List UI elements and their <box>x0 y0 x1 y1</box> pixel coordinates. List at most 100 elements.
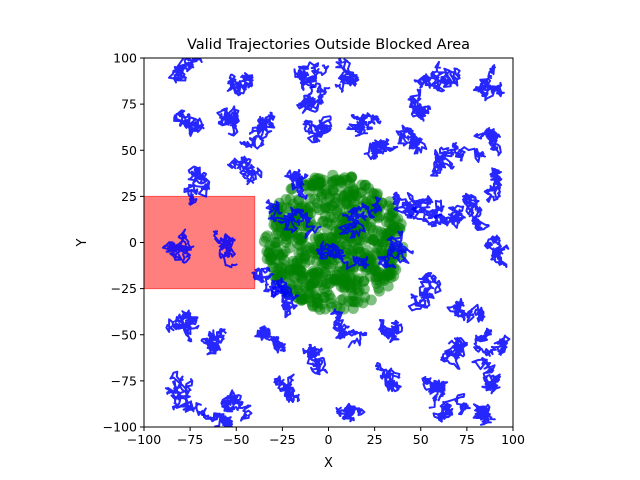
start-point <box>293 195 305 207</box>
start-point <box>311 301 323 313</box>
start-point <box>372 212 384 224</box>
start-point <box>375 226 387 238</box>
y-tick-label: −100 <box>103 420 137 435</box>
trajectory-line <box>226 72 254 97</box>
start-point <box>296 234 307 246</box>
start-point <box>310 255 322 267</box>
start-point <box>302 219 314 231</box>
trajectory-line <box>407 272 442 312</box>
x-tick-label: −75 <box>177 432 203 447</box>
start-point <box>372 242 383 254</box>
trajectory-line <box>161 228 195 264</box>
trajectory-line <box>375 361 402 393</box>
start-point <box>333 266 345 278</box>
start-point <box>351 276 363 288</box>
trajectory-line <box>427 204 466 229</box>
trajectory-line <box>220 389 253 422</box>
y-tick-label: −25 <box>111 281 137 296</box>
trajectory-line <box>296 82 331 114</box>
x-tick-label: 50 <box>413 432 429 447</box>
chart-title: Valid Trajectories Outside Blocked Area <box>187 37 470 53</box>
start-point <box>330 174 341 186</box>
blocked-area-rect <box>144 195 256 290</box>
x-tick-label: −25 <box>269 432 295 447</box>
start-point <box>280 236 292 248</box>
start-point <box>341 273 352 285</box>
trajectory-line <box>239 111 276 150</box>
trajectory-line <box>473 127 502 157</box>
x-tick-label: −100 <box>127 432 161 447</box>
trajectory-layer <box>161 58 511 427</box>
trajectory-line <box>471 357 501 395</box>
start-point <box>346 192 358 204</box>
trajectory-line <box>302 115 333 144</box>
start-point <box>264 254 276 266</box>
start-point <box>377 273 389 285</box>
trajectory-line <box>200 327 227 356</box>
start-point <box>319 257 331 269</box>
trajectory-line <box>377 230 414 269</box>
start-point <box>280 194 292 205</box>
y-tick-label: −50 <box>111 327 137 342</box>
start-point <box>334 302 346 314</box>
y-tick-label: 50 <box>121 143 137 158</box>
y-tick-label: 0 <box>129 235 137 250</box>
x-tick-label: 25 <box>367 432 383 447</box>
start-point <box>357 195 369 206</box>
trajectory-line <box>483 234 510 268</box>
trajectory-line <box>265 199 322 240</box>
start-point <box>368 234 380 245</box>
start-point <box>319 210 331 222</box>
y-tick-label: −75 <box>111 373 137 388</box>
trajectory-line <box>212 230 238 269</box>
trajectory-line <box>392 191 419 219</box>
trajectory-line <box>216 105 240 137</box>
trajectory-line <box>472 64 505 102</box>
start-point <box>316 233 328 245</box>
trajectory-line <box>421 376 449 409</box>
trajectory-line <box>273 373 300 404</box>
trajectory-line <box>440 336 468 370</box>
trajectory-line <box>363 138 399 161</box>
start-point <box>367 224 379 236</box>
trajectory-line <box>254 325 286 354</box>
start-point <box>345 172 357 184</box>
start-point <box>365 294 377 306</box>
trajectory-line <box>251 266 288 298</box>
trajectory-line <box>483 167 503 203</box>
trajectory-line <box>330 308 368 349</box>
blocked-area <box>144 195 256 290</box>
x-tick-label: −50 <box>223 432 249 447</box>
y-tick-label: 75 <box>121 97 137 112</box>
y-tick-label: 25 <box>121 189 137 204</box>
trajectory-line <box>346 112 382 137</box>
trajectory-line <box>293 61 330 91</box>
start-point <box>370 265 382 277</box>
start-point <box>300 250 312 262</box>
trajectory-line <box>413 60 461 93</box>
start-point <box>361 244 373 256</box>
x-tick-label: 100 <box>501 432 525 447</box>
trajectory-line <box>407 88 432 122</box>
trajectory-line <box>202 412 234 427</box>
trajectory-line <box>446 297 486 324</box>
trajectory-line <box>335 402 366 423</box>
trajectory-line <box>378 319 404 344</box>
trajectory-line <box>461 192 490 231</box>
start-point <box>287 228 299 240</box>
trajectory-line <box>227 155 263 186</box>
x-tick-label: 75 <box>459 432 475 447</box>
trajectory-line <box>432 393 471 423</box>
start-point <box>331 204 343 216</box>
trajectory-line <box>302 343 329 376</box>
trajectory-line <box>315 240 370 271</box>
trajectory-line <box>473 327 511 357</box>
start-point <box>392 213 404 225</box>
x-tick-label: 0 <box>325 432 333 447</box>
x-axis: −100 −75 −50 −25 0 25 50 75 100 <box>127 427 525 447</box>
x-axis-label: X <box>324 456 333 471</box>
start-point <box>316 279 328 291</box>
start-point <box>321 223 333 235</box>
start-point <box>373 285 385 297</box>
